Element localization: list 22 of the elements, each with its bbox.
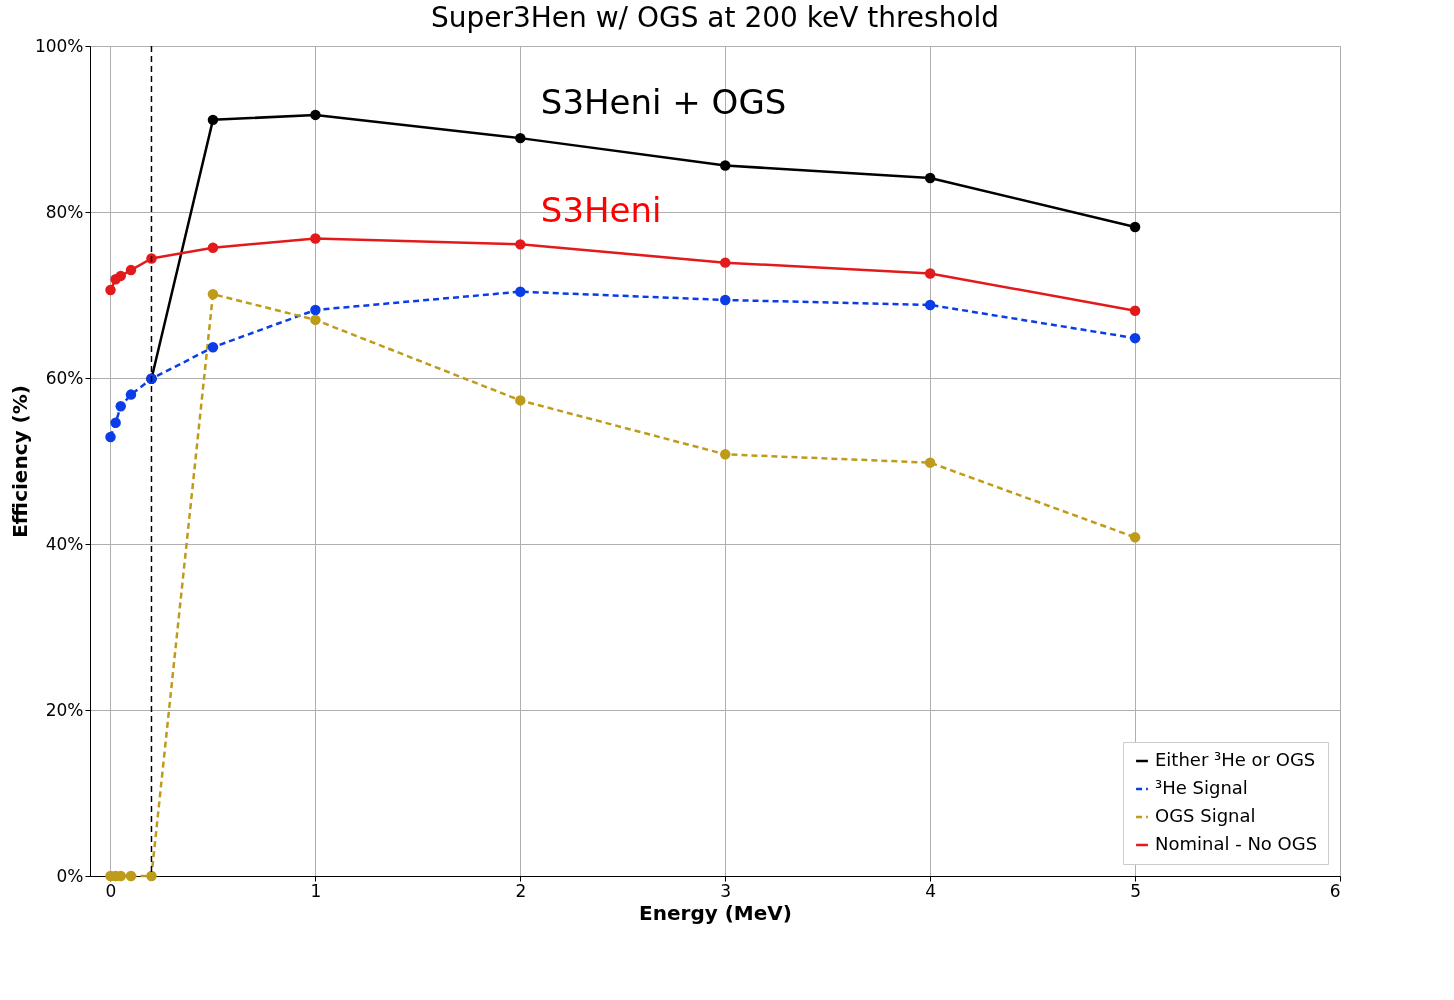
legend-label: ³He Signal bbox=[1155, 777, 1248, 798]
x-tick-label: 5 bbox=[1130, 880, 1141, 901]
annotation: S3Heni bbox=[540, 189, 662, 230]
y-tick-label: 20% bbox=[45, 699, 84, 720]
annotation: S3Heni + OGS bbox=[540, 81, 787, 122]
y-tick-label: 0% bbox=[56, 865, 84, 886]
x-tick-label: 1 bbox=[310, 880, 322, 901]
x-tick-label: 4 bbox=[925, 880, 937, 901]
y-tick-label: 60% bbox=[45, 367, 84, 388]
y-tick-label: 100% bbox=[34, 35, 84, 56]
x-tick-label: 0 bbox=[105, 880, 117, 901]
x-tick-label: 2 bbox=[515, 880, 527, 901]
legend-label: Either ³He or OGS bbox=[1155, 749, 1316, 770]
y-tick-label: 80% bbox=[45, 201, 84, 222]
legend-label: OGS Signal bbox=[1155, 805, 1256, 826]
y-axis-title: Efficiency (%) bbox=[7, 385, 32, 538]
x-tick-label: 6 bbox=[1329, 880, 1341, 901]
chart-title: Super3Hen w/ OGS at 200 keV threshold bbox=[430, 1, 1000, 34]
x-tick-label: 3 bbox=[720, 880, 732, 901]
x-axis-title: Energy (MeV) bbox=[639, 900, 792, 925]
legend-label: Nominal - No OGS bbox=[1155, 833, 1318, 854]
y-tick-label: 40% bbox=[45, 533, 84, 554]
